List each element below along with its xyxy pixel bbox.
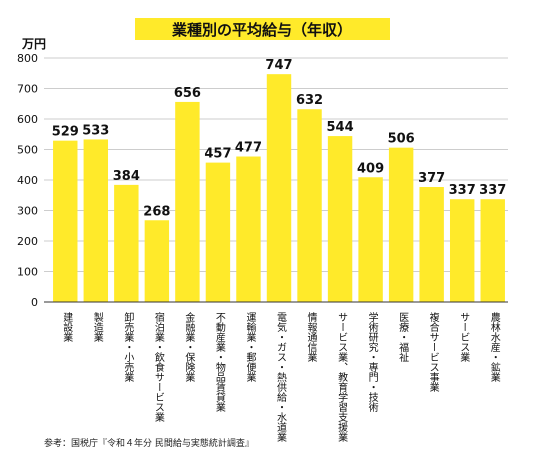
x-tick-label: 学術研究・専門・技術 [366, 311, 378, 413]
y-tick-labels: 0 100 200 300 400 500 600 700 800 [17, 52, 38, 309]
value-label: 384 [113, 169, 140, 184]
value-label: 747 [265, 58, 292, 73]
bar [236, 156, 261, 302]
x-tick-label: サービス業、教育学習支援業 [336, 312, 348, 443]
bar [83, 139, 109, 302]
value-label: 506 [388, 132, 415, 147]
value-label: 656 [174, 86, 201, 101]
value-label: 529 [52, 125, 79, 140]
bar [266, 74, 292, 302]
y-tick-label: 500 [17, 144, 38, 157]
bar [449, 199, 475, 302]
x-tick-label: 金融業・保険業 [183, 311, 195, 383]
x-tick-label: 卸売業・小売業 [122, 311, 134, 383]
x-tick-label: 製造業 [91, 311, 103, 343]
value-label: 337 [449, 183, 476, 198]
chart-title: 業種別の平均給与（年収） [171, 21, 352, 39]
y-tick-label: 300 [17, 205, 38, 218]
x-tick-label: 電気・ガス・熱供給・水道業 [275, 312, 287, 443]
bar [205, 162, 231, 302]
x-tick-label: 不動産業・物品賃貸業 [213, 312, 225, 413]
bar [480, 199, 505, 302]
bars [53, 74, 505, 303]
y-axis-unit: 万円 [21, 37, 46, 51]
x-tick-label: 情報通信業 [305, 311, 317, 363]
y-tick-label: 800 [17, 52, 38, 65]
value-label: 477 [235, 141, 262, 156]
bar [388, 147, 414, 302]
source-note: 参考：国税庁『令和４年分 民間給与実態統計調査』 [44, 437, 254, 449]
x-tick-label: 建設業 [61, 311, 73, 343]
value-label: 268 [143, 204, 170, 219]
bar [53, 140, 78, 302]
value-label: 632 [296, 93, 323, 108]
y-tick-label: 600 [17, 113, 38, 126]
value-label: 544 [326, 120, 353, 135]
value-label: 409 [357, 161, 384, 176]
bar [114, 184, 139, 302]
y-tick-label: 400 [17, 174, 38, 187]
y-tick-label: 200 [17, 235, 38, 248]
x-tick-label: 農林水産・鉱業 [488, 311, 500, 383]
bar [175, 101, 200, 302]
value-label: 457 [204, 147, 231, 162]
x-tick-label: 宿泊業・飲食サービス業 [152, 311, 164, 423]
x-tick-label: サービス業 [458, 312, 470, 363]
y-tick-label: 0 [31, 296, 38, 309]
y-tick-label: 700 [17, 83, 38, 96]
bar [327, 136, 353, 302]
bar [144, 220, 170, 302]
x-tick-label: 運輸業・郵便業 [244, 312, 256, 383]
title-highlight [135, 18, 390, 40]
x-tick-label: 医療・福祉 [397, 312, 409, 362]
x-tick-label: 複合サービス事業 [427, 311, 439, 393]
value-label: 377 [418, 171, 445, 186]
value-label: 533 [82, 123, 109, 138]
value-label: 337 [479, 183, 506, 198]
y-tick-label: 100 [17, 266, 38, 279]
bar [297, 109, 322, 303]
bar [358, 177, 383, 302]
bar [419, 187, 444, 302]
x-tick-labels: 建設業 製造業 卸売業・小売業 宿泊業・飲食サービス業 金融業・保険業 不動産業・物品賃貸… [61, 311, 500, 443]
